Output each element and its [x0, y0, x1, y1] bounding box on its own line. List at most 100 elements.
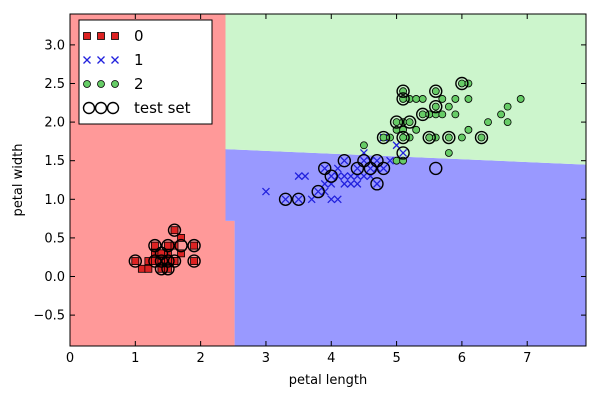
- test-set-point: [337, 153, 352, 168]
- test-set-point: [291, 192, 306, 207]
- legend-marker-test-set: [106, 101, 120, 115]
- x-stroke: [392, 141, 401, 150]
- data-point-class-2: [392, 118, 401, 126]
- legend-marker-2: [111, 80, 119, 88]
- x-stroke: [320, 164, 329, 173]
- test-set-point: [376, 130, 391, 145]
- test-set-point: [154, 246, 169, 261]
- test-set-point: [396, 92, 410, 106]
- y-tick-label: 3.0: [44, 38, 65, 53]
- test-set-point: [311, 184, 325, 199]
- x-stroke: [373, 156, 381, 165]
- data-point-class-2: [484, 118, 492, 126]
- legend-marker-test-set: [82, 101, 96, 115]
- test-set-point: [474, 130, 489, 145]
- x-stroke: [386, 156, 395, 165]
- y-tick-label: 0.5: [44, 231, 65, 246]
- data-point-class-1: [392, 141, 401, 150]
- x-stroke: [340, 179, 349, 188]
- data-point-class-1: [386, 156, 395, 165]
- legend-marker-0: [83, 32, 91, 40]
- y-tick-label: 1.0: [44, 193, 65, 208]
- x-stroke: [340, 156, 349, 165]
- test-set-point: [416, 107, 430, 122]
- data-point-class-0: [190, 257, 199, 265]
- data-point-class-2: [418, 110, 427, 119]
- data-point-class-2: [457, 79, 466, 88]
- test-set-point: [429, 99, 443, 114]
- y-axis-label: petal width: [11, 144, 26, 217]
- legend-marker-test-set: [94, 101, 108, 115]
- data-point-class-1: [301, 172, 310, 181]
- data-point-class-0: [190, 241, 199, 250]
- data-point-class-1: [346, 172, 355, 181]
- data-point-class-2: [360, 141, 368, 150]
- x-stroke: [83, 56, 91, 64]
- data-point-class-1: [281, 195, 290, 204]
- legend-marker-1: [83, 56, 91, 64]
- test-set-markers: [128, 76, 489, 276]
- x-stroke: [327, 172, 336, 181]
- data-point-class-1: [340, 156, 349, 165]
- data-point-class-1: [294, 195, 303, 204]
- data-point-class-2: [444, 149, 453, 157]
- x-tick-label: 1: [131, 351, 139, 366]
- test-set-point: [174, 238, 188, 253]
- test-set-point: [422, 130, 436, 145]
- x-stroke: [294, 172, 303, 181]
- test-set-point: [187, 254, 201, 268]
- x-stroke: [333, 164, 342, 173]
- test-set-point: [402, 115, 417, 129]
- x-tick-label: 0: [66, 351, 74, 366]
- data-point-class-1: [340, 172, 349, 181]
- data-point-class-2: [516, 95, 525, 103]
- y-tick-label: 0.0: [44, 270, 65, 285]
- axis-ticks: 0 1 2 3 4 5 6 7 −0.5 0.0 0.5 1.0 1.5 2.0 2.5 3.0: [33, 14, 586, 366]
- x-stroke: [111, 56, 119, 64]
- test-set-point: [396, 146, 410, 160]
- test-set-point: [370, 153, 384, 168]
- x-stroke: [353, 179, 362, 188]
- data-point-class-2: [399, 133, 408, 142]
- data-point-class-0: [144, 264, 153, 273]
- x-stroke: [333, 195, 342, 204]
- data-point-class-1: [261, 187, 270, 196]
- decision-region-class-1: [225, 149, 586, 346]
- legend-marker-0: [97, 32, 105, 40]
- legend-label: 1: [134, 51, 144, 69]
- data-point-class-1: [294, 172, 303, 181]
- data-point-class-2: [412, 125, 421, 134]
- legend-marker-0: [111, 32, 119, 40]
- test-set-point: [318, 161, 332, 176]
- test-set-point: [187, 238, 201, 253]
- data-point-class-2: [503, 118, 512, 126]
- data-point-class-1: [320, 164, 329, 173]
- data-point-class-2: [464, 125, 473, 134]
- data-point-class-1: [366, 164, 375, 173]
- x-stroke: [346, 172, 355, 181]
- data-point-class-2: [405, 118, 414, 126]
- data-point-class-2: [451, 95, 460, 103]
- y-tick-label: 2.0: [44, 116, 65, 131]
- data-point-class-2: [431, 102, 440, 111]
- x-stroke: [314, 187, 323, 196]
- test-set-point: [389, 115, 404, 129]
- x-tick-label: 5: [392, 351, 400, 366]
- data-point-class-1: [346, 179, 355, 188]
- test-set-point: [278, 192, 293, 207]
- test-set-point: [161, 262, 175, 276]
- test-set-point: [128, 254, 143, 268]
- legend-label: 2: [134, 75, 144, 93]
- test-set-point: [396, 130, 410, 145]
- legend-marker-1: [97, 56, 105, 64]
- test-set-point: [148, 254, 162, 268]
- data-point-class-1: [333, 195, 342, 204]
- test-set-point: [429, 161, 443, 176]
- test-set-point: [429, 84, 443, 98]
- test-set-point: [442, 130, 456, 145]
- test-set-point: [167, 254, 182, 268]
- legend-marker-1: [111, 56, 119, 64]
- data-point-class-1: [353, 179, 362, 188]
- data-point-class-0: [151, 241, 159, 250]
